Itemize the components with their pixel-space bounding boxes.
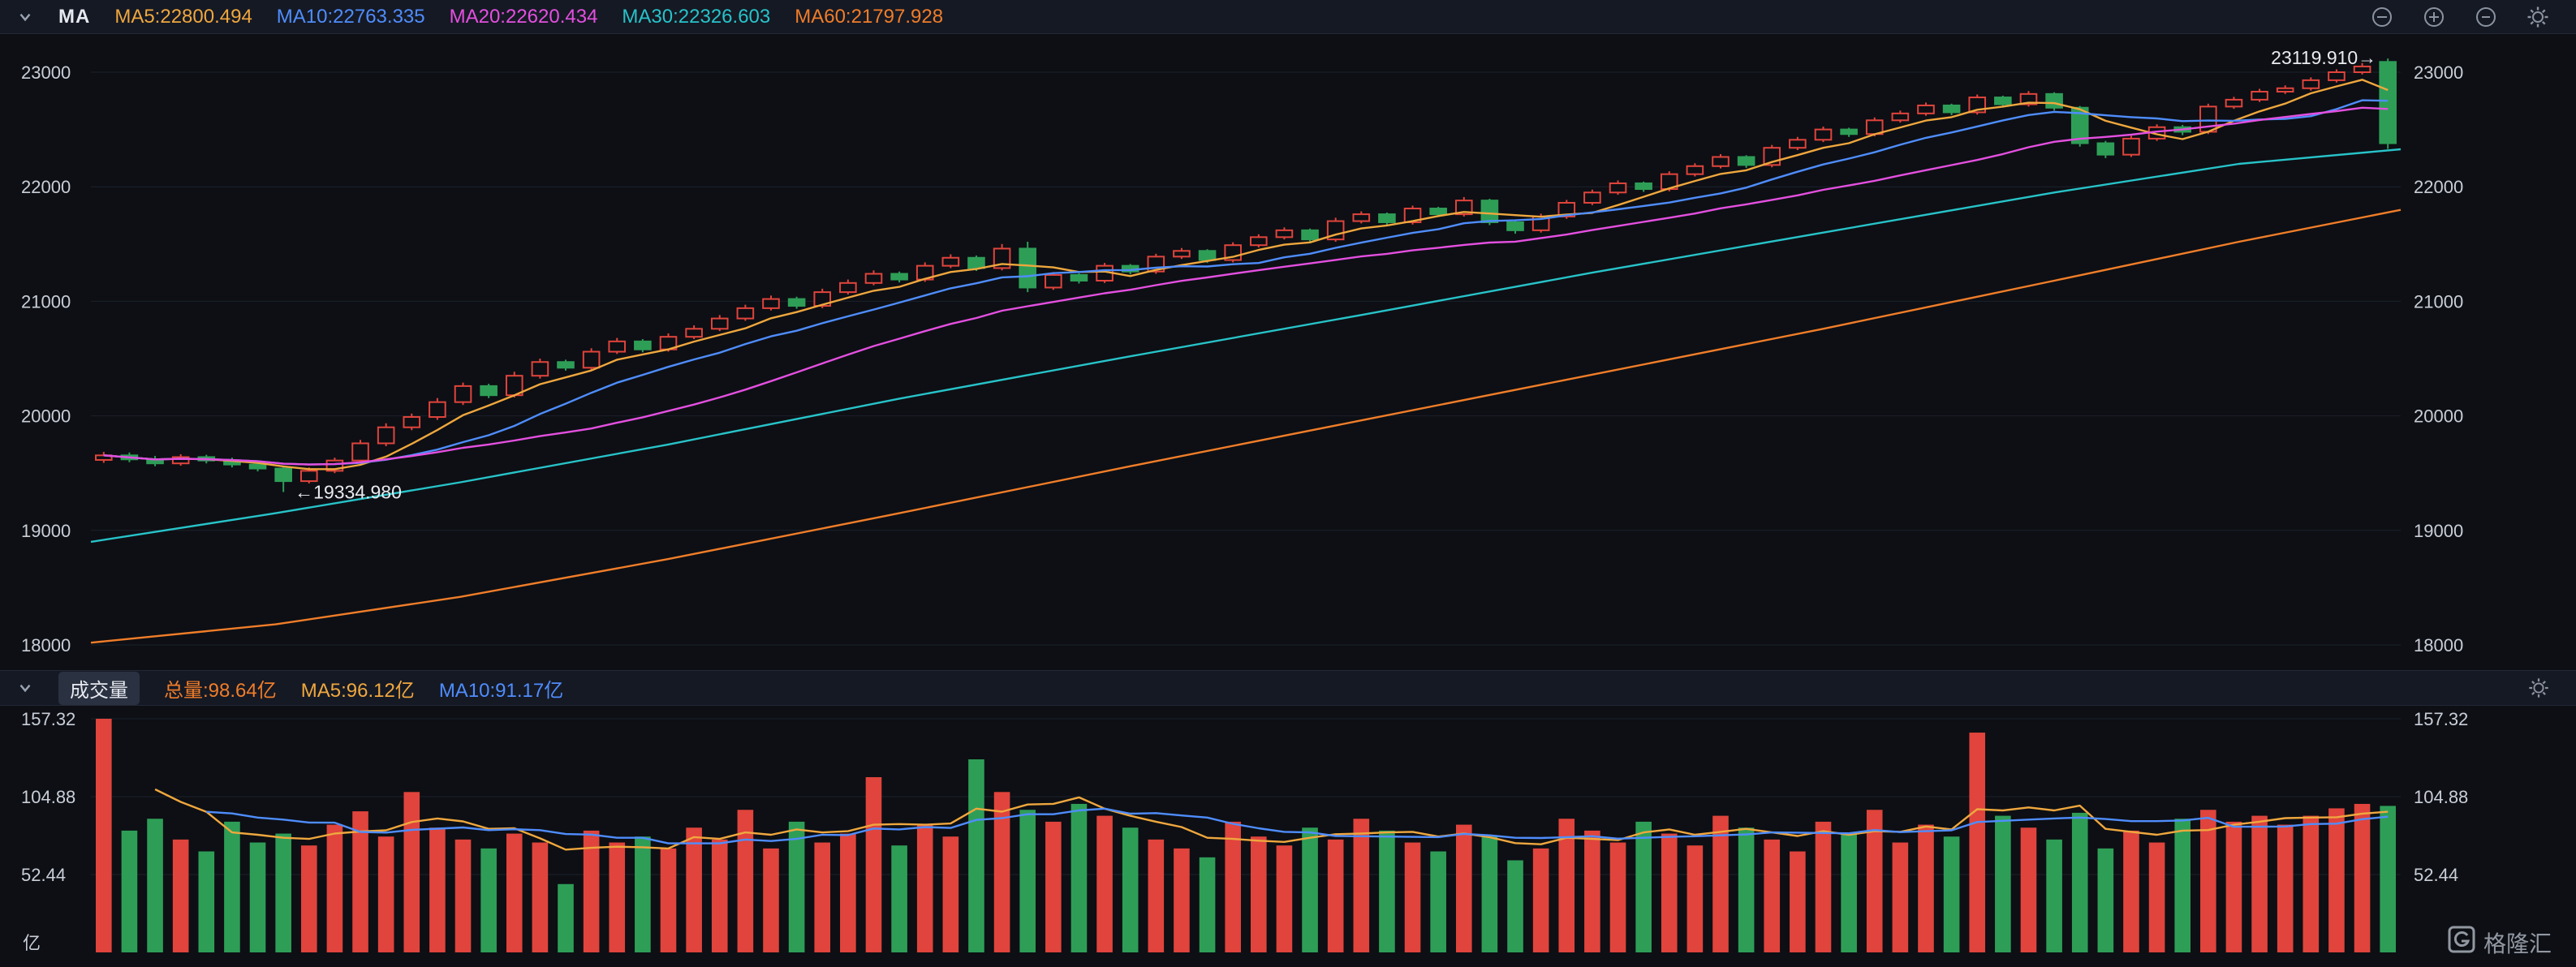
gelonghui-watermark: 格隆汇 xyxy=(2448,926,2552,959)
svg-text:20000: 20000 xyxy=(21,406,71,427)
svg-text:21000: 21000 xyxy=(21,291,71,312)
gelonghui-logo-icon xyxy=(2448,926,2475,959)
settings-gear-icon[interactable] xyxy=(2526,5,2550,29)
svg-text:104.88: 104.88 xyxy=(21,787,75,807)
svg-text:157.32: 157.32 xyxy=(2414,709,2468,729)
volume-indicator-title[interactable]: 成交量 xyxy=(58,671,140,705)
svg-text:23000: 23000 xyxy=(21,62,71,83)
settings-gear-icon[interactable] xyxy=(2527,677,2550,699)
ma60-readout[interactable]: MA60:21797.928 xyxy=(795,5,944,28)
svg-text:157.32: 157.32 xyxy=(21,709,75,729)
volume-header: 成交量 总量:98.64亿 MA5:96.12亿 MA10:91.17亿 xyxy=(0,670,2576,706)
svg-text:52.44: 52.44 xyxy=(21,865,66,885)
volume-ma10-readout[interactable]: MA10:91.17亿 xyxy=(438,679,564,702)
chart-toolbar xyxy=(2370,5,2560,29)
svg-text:23000: 23000 xyxy=(2414,62,2463,83)
chevron-down-icon[interactable] xyxy=(16,679,34,697)
svg-text:22000: 22000 xyxy=(21,177,71,197)
volume-chart[interactable]: 157.32 157.32 104.88 104.88 52.44 52.44 亿 xyxy=(0,706,2576,967)
zoom-out-icon[interactable] xyxy=(2370,5,2394,29)
svg-text:22000: 22000 xyxy=(2414,177,2463,197)
svg-text:104.88: 104.88 xyxy=(2414,787,2468,807)
restore-icon[interactable] xyxy=(2474,5,2498,29)
svg-text:19000: 19000 xyxy=(2414,521,2463,541)
svg-text:亿: 亿 xyxy=(23,933,41,953)
svg-text:18000: 18000 xyxy=(21,635,71,655)
svg-text:20000: 20000 xyxy=(2414,406,2463,427)
svg-text:19000: 19000 xyxy=(21,521,71,541)
svg-text:←19334.980: ←19334.980 xyxy=(295,482,402,503)
main-chart-header: MA MA5:22800.494 MA10:22763.335 MA20:226… xyxy=(0,0,2576,34)
ma10-readout[interactable]: MA10:22763.335 xyxy=(276,5,425,28)
chevron-down-icon[interactable] xyxy=(16,8,34,26)
svg-text:52.44: 52.44 xyxy=(2414,865,2458,885)
main-price-chart[interactable]: 23000 23000 22000 22000 21000 21000 20000 20000… xyxy=(0,34,2576,670)
zoom-in-icon[interactable] xyxy=(2422,5,2446,29)
volume-total-readout: 总量:98.64亿 xyxy=(164,679,277,702)
ma5-readout[interactable]: MA5:22800.494 xyxy=(114,5,252,28)
ma-indicator-title: MA xyxy=(58,5,91,28)
volume-toolbar xyxy=(2527,677,2560,699)
svg-text:18000: 18000 xyxy=(2414,635,2463,655)
svg-text:21000: 21000 xyxy=(2414,291,2463,312)
volume-ma5-readout[interactable]: MA5:96.12亿 xyxy=(300,679,415,702)
watermark-text: 格隆汇 xyxy=(2483,930,2552,956)
ma20-readout[interactable]: MA20:22620.434 xyxy=(449,5,598,28)
svg-text:23119.910→: 23119.910→ xyxy=(2271,47,2376,68)
ma30-readout[interactable]: MA30:22326.603 xyxy=(622,5,771,28)
